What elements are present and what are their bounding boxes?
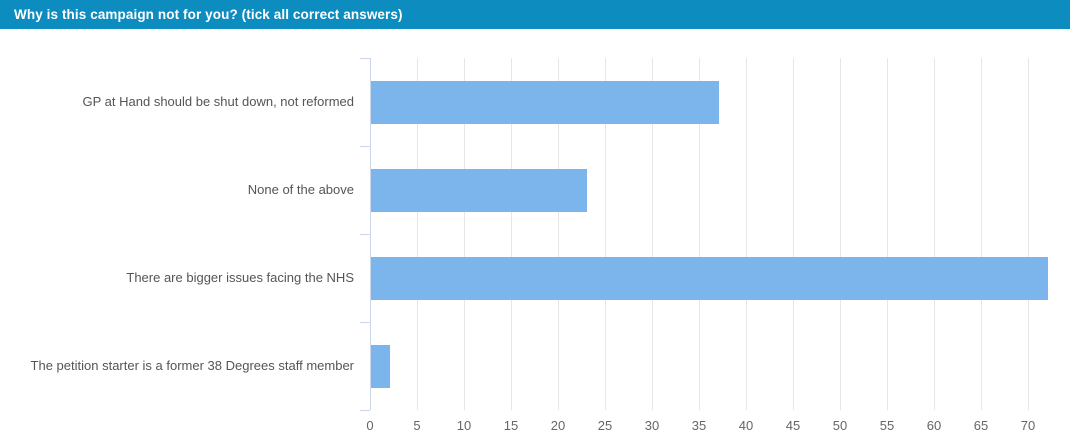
- y-axis-tick: [360, 146, 370, 147]
- bar[interactable]: [371, 256, 1048, 300]
- x-tick-label: 65: [973, 418, 989, 433]
- x-gridline: [793, 58, 794, 410]
- bar[interactable]: [371, 80, 719, 124]
- x-gridline: [746, 58, 747, 410]
- x-gridline: [511, 58, 512, 410]
- x-tick-label: 20: [550, 418, 566, 433]
- bar[interactable]: [371, 168, 588, 212]
- x-gridline: [887, 58, 888, 410]
- question-header: Why is this campaign not for you? (tick …: [0, 0, 1070, 29]
- x-gridline: [605, 58, 606, 410]
- x-tick-label: 35: [691, 418, 707, 433]
- category-label: There are bigger issues facing the NHS: [126, 270, 354, 285]
- x-tick-label: 0: [366, 418, 374, 433]
- x-tick-label: 25: [597, 418, 613, 433]
- x-gridline: [840, 58, 841, 410]
- x-tick-label: 70: [1020, 418, 1036, 433]
- x-tick-label: 60: [926, 418, 942, 433]
- category-label: GP at Hand should be shut down, not refo…: [82, 94, 354, 109]
- y-axis-line: [370, 58, 371, 410]
- category-label: None of the above: [247, 182, 354, 197]
- x-tick-label: 55: [879, 418, 895, 433]
- x-gridline: [981, 58, 982, 410]
- x-tick-label: 30: [644, 418, 660, 433]
- y-axis-tick: [360, 58, 370, 59]
- y-axis-tick: [360, 234, 370, 235]
- x-gridline: [417, 58, 418, 410]
- x-tick-label: 5: [413, 418, 421, 433]
- bar[interactable]: [371, 344, 390, 388]
- x-gridline: [1028, 58, 1029, 410]
- x-tick-label: 45: [785, 418, 801, 433]
- y-axis-tick: [360, 322, 370, 323]
- plot-area: [370, 58, 1062, 410]
- x-gridline: [934, 58, 935, 410]
- y-axis-tick: [360, 410, 370, 411]
- x-gridline: [558, 58, 559, 410]
- x-tick-label: 50: [832, 418, 848, 433]
- bar-chart: 0 5 10 15 20 25 30 35 40 45 50 55 60 65 70 GP at Hand s…: [0, 30, 1070, 446]
- x-gridline: [652, 58, 653, 410]
- x-gridline: [464, 58, 465, 410]
- question-title: Why is this campaign not for you? (tick …: [14, 7, 403, 22]
- x-tick-label: 15: [503, 418, 519, 433]
- x-tick-label: 10: [456, 418, 472, 433]
- category-label: The petition starter is a former 38 Degr…: [30, 358, 354, 373]
- x-gridline: [699, 58, 700, 410]
- x-tick-label: 40: [738, 418, 754, 433]
